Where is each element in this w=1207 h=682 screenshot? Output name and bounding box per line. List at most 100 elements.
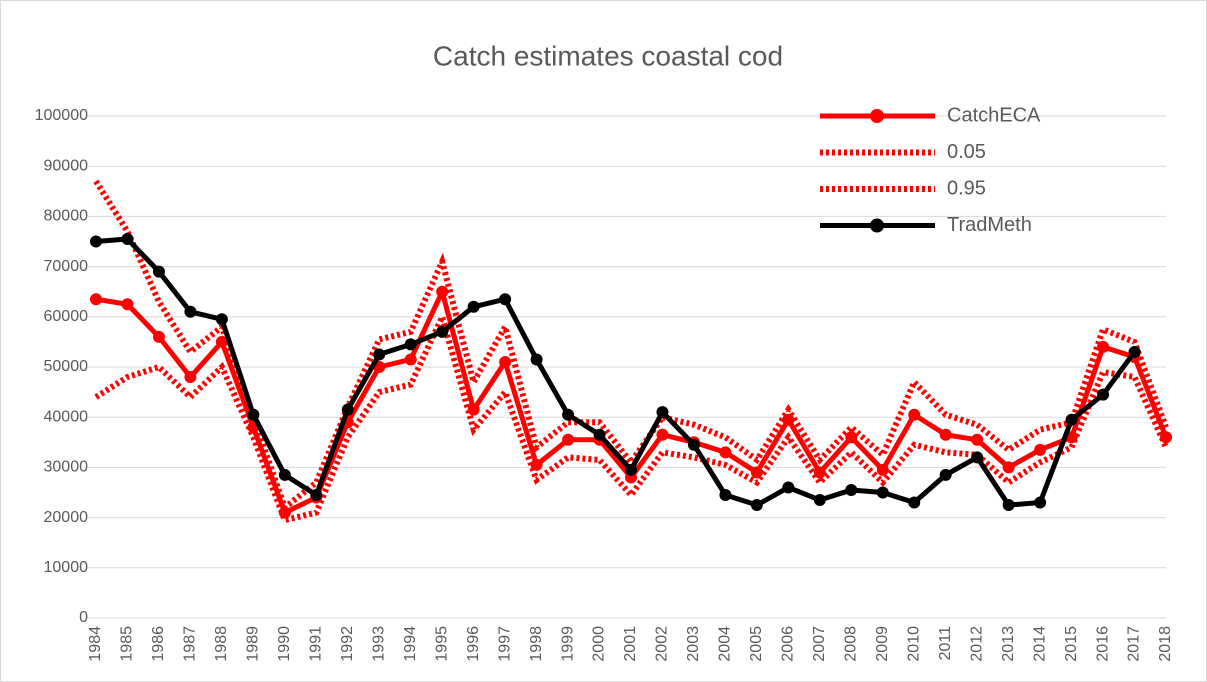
series-line (94, 308, 1169, 524)
x-tick-label: 2013 (1000, 626, 1017, 662)
legend-label: TradMeth (947, 214, 1032, 236)
chart-title: Catch estimates coastal cod (433, 40, 783, 71)
y-tick-label: 40000 (44, 408, 89, 425)
x-tick-label: 2001 (622, 626, 639, 662)
point-marker (876, 486, 889, 499)
y-tick-label: 60000 (44, 308, 89, 325)
x-tick-label: 1994 (402, 626, 419, 662)
x-tick-label: 1995 (433, 626, 450, 662)
x-tick-label: 1987 (182, 626, 199, 662)
point-marker (121, 232, 134, 245)
point-marker (719, 446, 732, 459)
x-tick-label: 1986 (150, 626, 167, 662)
legend-label: 0.95 (947, 177, 986, 199)
point-marker (90, 293, 102, 306)
point-marker (1097, 388, 1110, 401)
point-marker (121, 298, 134, 311)
y-tick-label: 90000 (44, 157, 89, 174)
point-marker (562, 408, 575, 421)
point-marker (184, 305, 197, 318)
point-marker (750, 499, 763, 512)
x-tick-label: 2006 (780, 626, 797, 662)
x-tick-label: 1992 (339, 626, 356, 662)
x-tick-label: 2015 (1063, 626, 1080, 662)
x-tick-label: 2009 (874, 626, 891, 662)
point-marker (782, 481, 795, 494)
point-marker (247, 408, 260, 421)
point-marker (908, 408, 921, 421)
y-tick-label: 100000 (35, 107, 88, 124)
point-marker (278, 468, 291, 481)
x-tick-label: 2018 (1157, 626, 1174, 662)
x-tick-label: 1991 (308, 626, 325, 662)
x-tick-label: 2008 (843, 626, 860, 662)
point-marker (719, 489, 732, 502)
point-marker (750, 466, 763, 479)
point-marker (593, 428, 606, 441)
point-marker (436, 285, 449, 298)
x-tick-label: 1993 (370, 626, 387, 662)
point-marker (562, 433, 575, 446)
point-marker (1002, 499, 1015, 512)
point-marker (1034, 443, 1047, 456)
point-marker (813, 494, 826, 507)
x-tick-label: 1999 (559, 626, 576, 662)
point-marker (625, 463, 637, 476)
point-marker (908, 496, 921, 509)
point-marker (939, 468, 952, 481)
point-marker (310, 489, 323, 502)
point-marker (1065, 413, 1078, 426)
point-marker (152, 330, 165, 343)
point-marker (152, 265, 165, 278)
x-tick-label: 1985 (119, 626, 136, 662)
x-tick-label: 2017 (1126, 626, 1143, 662)
point-marker (499, 293, 512, 306)
y-tick-label: 10000 (44, 559, 89, 576)
legend-label: CatchECA (947, 104, 1041, 126)
legend-label: 0.05 (947, 141, 986, 163)
x-tick-label: 2014 (1031, 626, 1048, 662)
x-tick-label: 1997 (496, 626, 513, 662)
point-marker (845, 431, 858, 444)
x-tick-label: 1988 (213, 626, 230, 662)
point-marker (971, 433, 984, 446)
point-marker (467, 403, 480, 416)
point-marker (1002, 461, 1015, 474)
x-tick-label: 2004 (717, 626, 734, 662)
point-marker (1128, 345, 1141, 358)
x-tick-label: 2010 (905, 626, 922, 662)
point-marker (373, 348, 386, 361)
y-tick-label: 50000 (44, 358, 89, 375)
point-marker (876, 463, 889, 476)
point-marker (436, 325, 449, 338)
point-marker (656, 406, 669, 419)
point-marker (530, 353, 543, 366)
series-line (93, 179, 1169, 513)
y-tick-label: 20000 (44, 509, 89, 526)
x-tick-label: 2000 (591, 626, 608, 662)
point-marker (404, 353, 417, 366)
x-tick-label: 2012 (968, 626, 985, 662)
x-tick-label: 1984 (87, 626, 104, 662)
x-tick-label: 2003 (685, 626, 702, 662)
x-tick-label: 1990 (276, 626, 293, 662)
point-marker (845, 483, 858, 496)
point-marker (687, 438, 700, 451)
legend-marker (870, 218, 884, 233)
point-marker (971, 451, 984, 464)
x-tick-label: 2002 (654, 626, 671, 662)
point-marker (939, 428, 952, 441)
series-line (95, 236, 1137, 508)
point-marker (656, 428, 669, 441)
y-tick-label: 80000 (44, 208, 89, 225)
point-marker (1034, 496, 1047, 509)
legend-marker (870, 109, 884, 123)
point-marker (404, 338, 417, 351)
x-tick-label: 1998 (528, 626, 545, 662)
y-tick-label: 30000 (44, 459, 89, 476)
point-marker (499, 355, 512, 368)
x-tick-label: 2005 (748, 626, 765, 662)
x-tick-label: 2016 (1094, 626, 1111, 662)
y-tick-label: 70000 (44, 258, 89, 275)
